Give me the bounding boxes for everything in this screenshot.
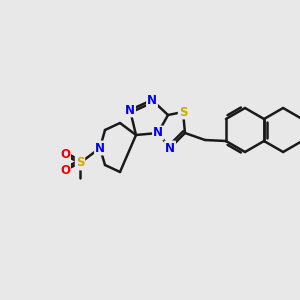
Text: N: N: [165, 142, 175, 154]
Text: S: S: [179, 106, 187, 118]
Text: N: N: [125, 103, 135, 116]
Text: N: N: [147, 94, 157, 106]
Text: S: S: [76, 157, 84, 169]
Text: O: O: [60, 164, 70, 176]
Text: O: O: [60, 148, 70, 161]
Text: N: N: [95, 142, 105, 154]
Text: N: N: [153, 127, 163, 140]
